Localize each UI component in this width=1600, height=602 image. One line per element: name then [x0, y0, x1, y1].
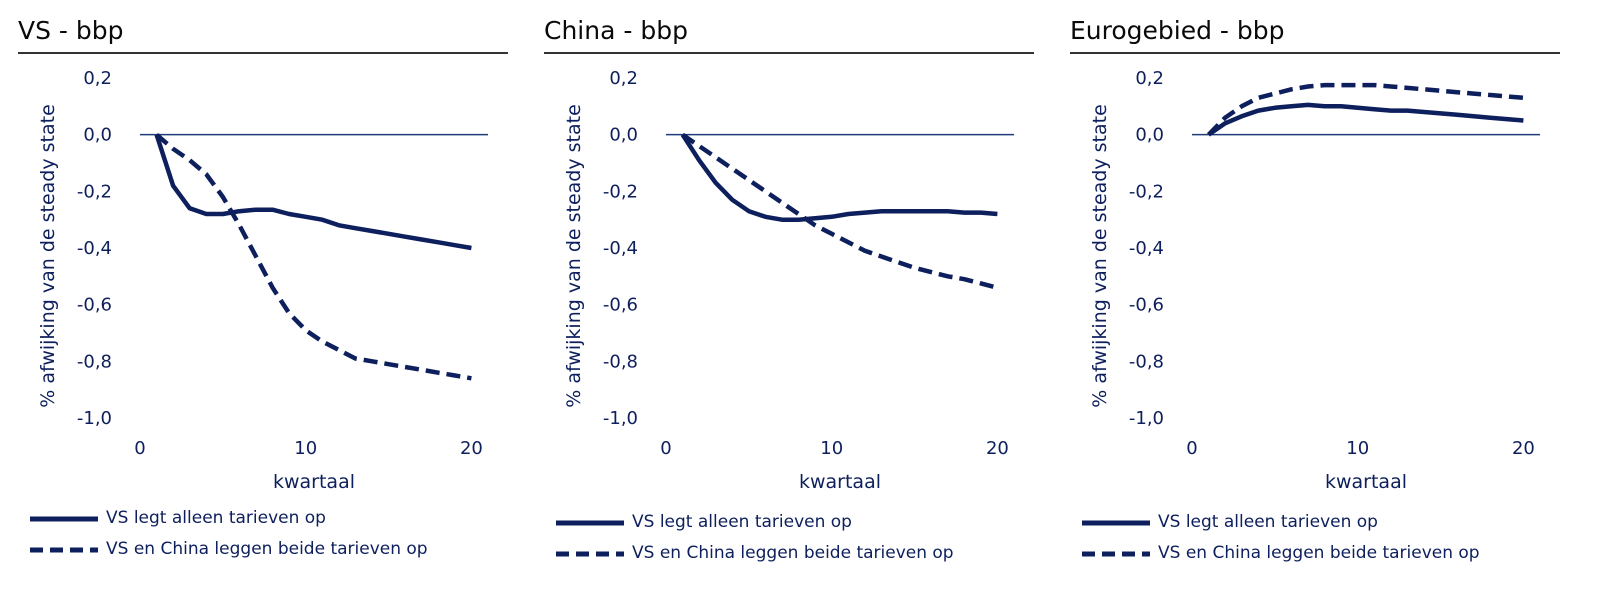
y-tick-label: 0,0	[1135, 125, 1164, 146]
y-tick-label: -0,8	[1129, 351, 1164, 372]
title-divider	[1070, 52, 1560, 54]
x-tick-label: 0	[660, 438, 671, 459]
x-axis-label: kwartaal	[1325, 471, 1407, 493]
y-tick-label: -0,2	[77, 181, 112, 202]
line-chart-eurogebied: 0,2 0,0 -0,2 -0,4 -0,6 -0,8 -1,0 0 10 20 kwartaal%…	[1089, 68, 1540, 493]
legend-label: VS en China leggen beide tarieven op	[106, 539, 428, 559]
chart-title: VS - bbp	[18, 16, 124, 45]
y-tick-label: -0,2	[1129, 181, 1164, 202]
line-chart-vs: 0,2 0,0 -0,2 -0,4 -0,6 -0,8 -1,0 0 10 20 kwartaal%…	[37, 68, 488, 493]
y-tick-label: -0,8	[77, 351, 112, 372]
x-tick-label: 0	[1186, 438, 1197, 459]
legend-label: VS en China leggen beide tarieven op	[632, 543, 954, 563]
y-tick-label: -0,4	[1129, 238, 1164, 259]
legend-label: VS legt alleen tarieven op	[1158, 512, 1378, 532]
x-tick-label: 10	[820, 438, 843, 459]
y-tick-label: -0,4	[77, 238, 112, 259]
y-tick-label: 0,2	[1135, 68, 1164, 89]
y-tick-label: -0,6	[603, 295, 638, 316]
x-tick-label: 10	[294, 438, 317, 459]
x-axis-label: kwartaal	[273, 471, 355, 493]
y-axis-label: % afwijking van de steady state	[563, 104, 585, 408]
title-divider	[544, 52, 1034, 54]
y-tick-label: -1,0	[1129, 408, 1164, 429]
legend-swatch-solid	[1082, 520, 1150, 526]
y-tick-label: -0,8	[603, 351, 638, 372]
y-tick-label: -0,2	[603, 181, 638, 202]
x-tick-label: 20	[986, 438, 1009, 459]
legend-swatch-solid	[30, 516, 98, 522]
series-line-solid	[1207, 102, 1524, 137]
x-tick-label: 0	[134, 438, 145, 459]
series-line-dashed	[155, 132, 472, 381]
legend-label: VS legt alleen tarieven op	[632, 512, 852, 532]
y-tick-label: -0,6	[77, 295, 112, 316]
y-axis-label: % afwijking van de steady state	[1089, 104, 1111, 408]
series-line-dashed	[681, 132, 998, 290]
legend-swatch-dashed	[556, 551, 624, 557]
legend-swatch-solid	[556, 520, 624, 526]
line-chart-china: 0,2 0,0 -0,2 -0,4 -0,6 -0,8 -1,0 0 10 20 kwartaal%…	[563, 68, 1014, 493]
legend-label: VS en China leggen beide tarieven op	[1158, 543, 1480, 563]
y-tick-label: 0,0	[83, 125, 112, 146]
title-divider	[18, 52, 508, 54]
chart-panel-eurogebied: Eurogebied - bbp 0,2 0,0 -0,2 -0,4 -0,6 -0,8 -…	[1052, 0, 1572, 602]
x-tick-label: 10	[1346, 438, 1369, 459]
legend-swatch-dashed	[30, 547, 98, 553]
y-tick-label: -0,4	[603, 238, 638, 259]
y-tick-label: 0,2	[609, 68, 638, 89]
series-line-solid	[154, 134, 472, 251]
x-axis-label: kwartaal	[799, 471, 881, 493]
series-line-dashed	[1206, 82, 1524, 137]
y-axis-label: % afwijking van de steady state	[37, 104, 59, 408]
chart-title: China - bbp	[544, 16, 688, 45]
chart-panel-vs: VS - bbp 0,2 0,0 -0,2 -0,4 -0,6 -0,8 -1,0 0 10 20…	[0, 0, 520, 602]
series-line-solid	[680, 133, 998, 222]
x-tick-label: 20	[460, 438, 483, 459]
y-tick-label: 0,0	[609, 125, 638, 146]
y-tick-label: 0,2	[83, 68, 112, 89]
chart-panel-china: China - bbp 0,2 0,0 -0,2 -0,4 -0,6 -0,8 -1,0 0 1…	[526, 0, 1046, 602]
y-tick-label: -0,6	[1129, 295, 1164, 316]
legend-swatch-dashed	[1082, 551, 1150, 557]
y-tick-label: -1,0	[603, 408, 638, 429]
x-tick-label: 20	[1512, 438, 1535, 459]
y-tick-label: -1,0	[77, 408, 112, 429]
legend-label: VS legt alleen tarieven op	[106, 508, 326, 528]
chart-title: Eurogebied - bbp	[1070, 16, 1285, 45]
